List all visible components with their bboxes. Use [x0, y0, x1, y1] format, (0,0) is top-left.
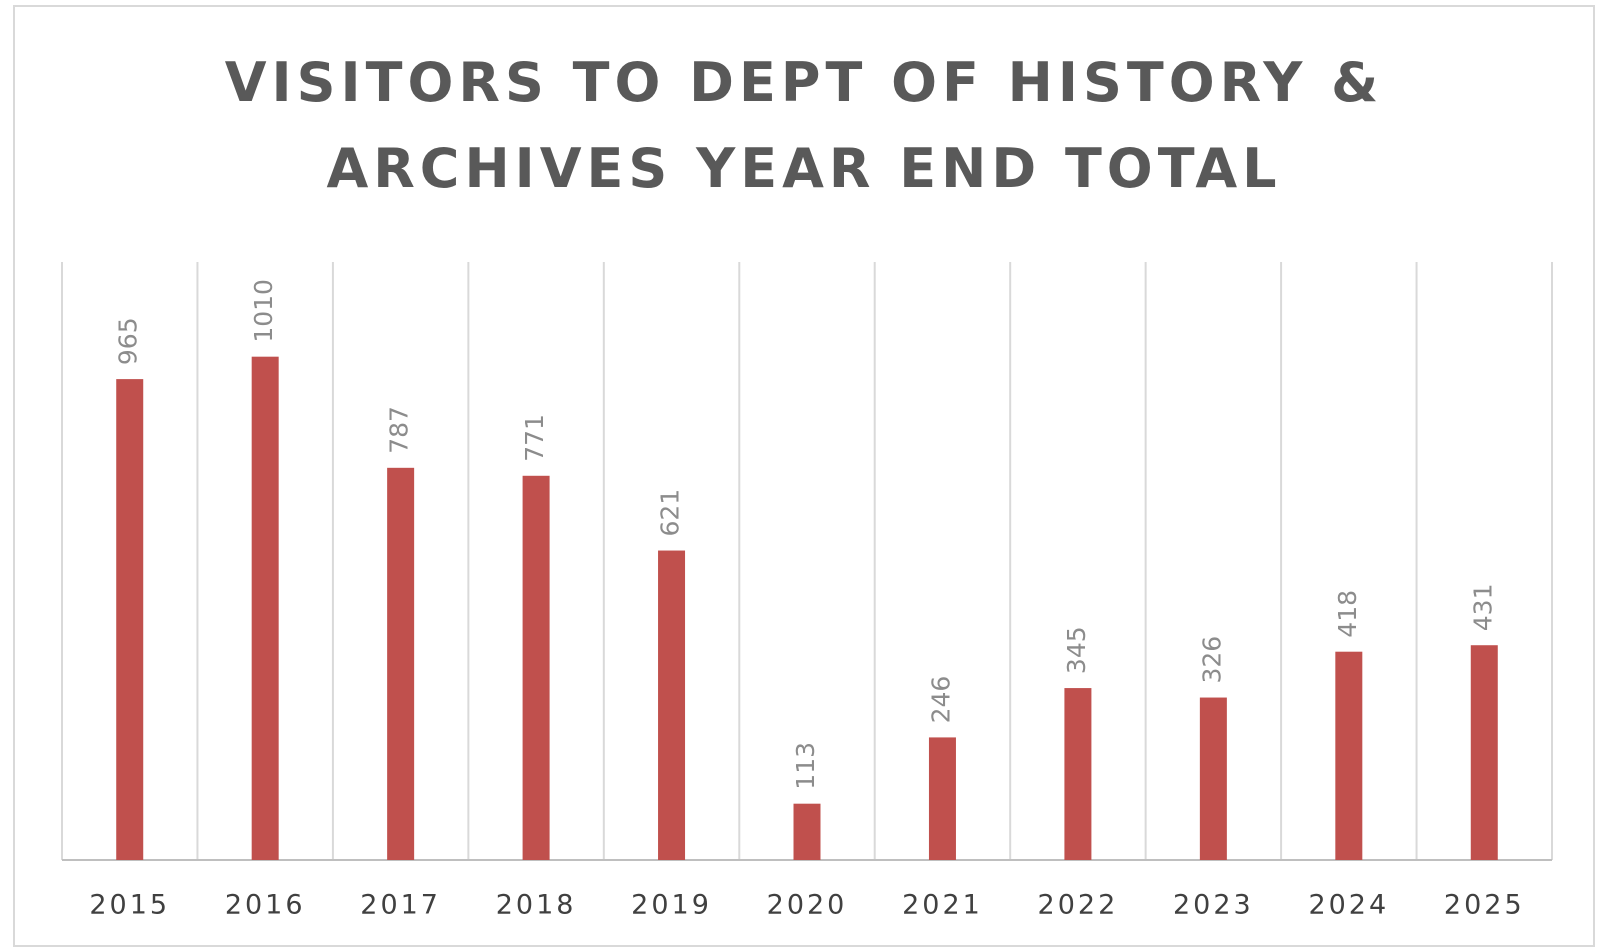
data-label: 431 — [1468, 583, 1497, 631]
x-tick-label: 2018 — [496, 890, 577, 921]
bar — [522, 475, 550, 860]
bar — [387, 467, 415, 860]
x-tick-label: 2021 — [902, 890, 983, 921]
x-tick-label: 2016 — [225, 890, 306, 921]
data-label: 418 — [1333, 590, 1362, 638]
bar — [928, 737, 956, 860]
bar — [793, 803, 821, 860]
x-tick-label: 2019 — [631, 890, 712, 921]
bar — [1199, 697, 1227, 860]
data-label: 1010 — [249, 279, 278, 343]
x-tick-label: 2025 — [1444, 890, 1525, 921]
data-label: 326 — [1197, 636, 1226, 684]
data-label: 113 — [791, 742, 820, 790]
data-label: 771 — [520, 414, 549, 462]
bar — [1470, 645, 1498, 860]
data-label: 246 — [926, 676, 955, 724]
x-tick-label: 2020 — [767, 890, 848, 921]
x-tick-label: 2015 — [89, 890, 170, 921]
x-tick-label: 2024 — [1308, 890, 1389, 921]
x-tick-label: 2023 — [1173, 890, 1254, 921]
data-label: 787 — [385, 406, 414, 454]
bar — [658, 550, 686, 860]
chart-title: VISITORS TO DEPT OF HISTORY & ARCHIVES Y… — [224, 51, 1384, 200]
bar — [116, 379, 144, 860]
x-tick-label: 2017 — [360, 890, 441, 921]
data-label: 965 — [114, 317, 143, 365]
bar — [1064, 688, 1092, 860]
bar — [251, 356, 279, 860]
data-label: 621 — [656, 489, 685, 537]
x-tick-label: 2022 — [1038, 890, 1119, 921]
bar — [1335, 651, 1363, 860]
data-label: 345 — [1062, 626, 1091, 674]
